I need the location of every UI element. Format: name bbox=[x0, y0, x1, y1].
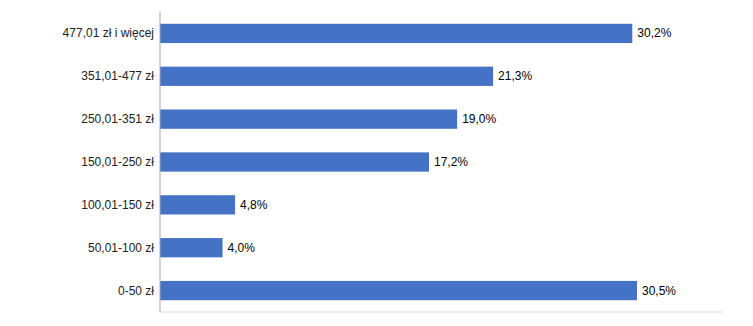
data-label: 4,8% bbox=[240, 198, 268, 212]
data-label: 21,3% bbox=[498, 69, 532, 83]
y-axis-line bbox=[160, 12, 161, 312]
x-axis-line bbox=[160, 312, 723, 313]
bar bbox=[160, 281, 637, 300]
y-tick-label: 0-50 zł bbox=[118, 284, 154, 298]
bar bbox=[160, 67, 493, 86]
y-tick-label: 351,01-477 zł bbox=[81, 69, 154, 83]
bar bbox=[160, 110, 457, 129]
bars bbox=[160, 24, 637, 300]
data-label: 30,2% bbox=[637, 26, 671, 40]
bar bbox=[160, 24, 632, 43]
y-tick-label: 477,01 zł i więcej bbox=[63, 26, 154, 40]
data-label: 30,5% bbox=[642, 284, 676, 298]
data-label: 19,0% bbox=[462, 112, 496, 126]
chart-container: 0-50 zł 50,01-100 zł 100,01-150 zł 150,01-2… bbox=[0, 0, 753, 326]
bar bbox=[160, 152, 429, 171]
y-tick-label: 150,01-250 zł bbox=[81, 155, 154, 169]
bar bbox=[160, 238, 223, 257]
y-tick-label: 100,01-150 zł bbox=[81, 198, 154, 212]
bar bbox=[160, 195, 235, 214]
chart: 0-50 zł 50,01-100 zł 100,01-150 zł 150,01-2… bbox=[0, 0, 753, 326]
y-tick-label: 250,01-351 zł bbox=[81, 112, 154, 126]
data-label: 17,2% bbox=[434, 155, 468, 169]
data-label: 4,0% bbox=[228, 241, 256, 255]
y-tick-label: 50,01-100 zł bbox=[88, 241, 154, 255]
